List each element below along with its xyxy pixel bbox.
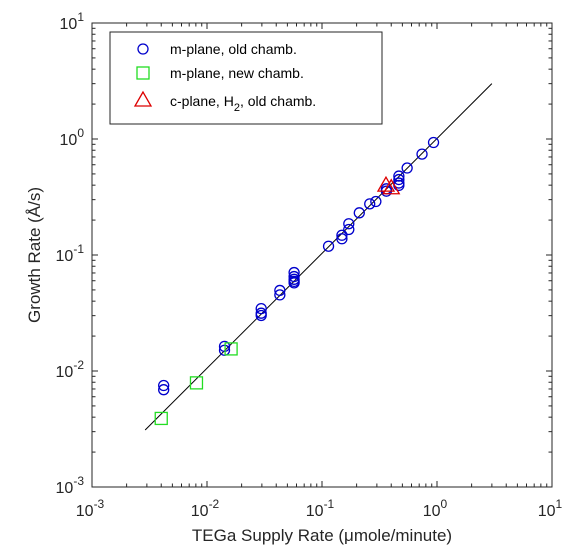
tick-label-base: 10 bbox=[60, 132, 78, 149]
tick-label-exponent: -1 bbox=[73, 242, 84, 256]
data-point-triangle bbox=[376, 175, 396, 192]
data-point-circle bbox=[416, 148, 428, 160]
x-tick-label: 10-2 bbox=[191, 497, 220, 520]
legend-label-subscript: 2 bbox=[234, 102, 240, 114]
y-tick-label: 101 bbox=[60, 10, 85, 33]
data-point-circle bbox=[353, 207, 365, 219]
y-tick-label: 10-2 bbox=[56, 358, 85, 381]
data-point-circle bbox=[322, 240, 335, 252]
x-axis-label: TEGa Supply Rate (μmole/minute) bbox=[192, 526, 452, 545]
data-point-circle bbox=[336, 229, 348, 241]
legend-label: c-plane, H2, old chamb. bbox=[170, 93, 316, 114]
tick-label-exponent: 0 bbox=[441, 497, 448, 511]
tick-label-base: 10 bbox=[60, 16, 78, 33]
tick-label-base: 10 bbox=[191, 503, 209, 520]
x-tick-label: 100 bbox=[423, 497, 448, 520]
data-point-circle bbox=[158, 379, 170, 392]
data-point-circle bbox=[343, 218, 355, 230]
tick-label-exponent: 0 bbox=[77, 126, 84, 140]
data-point-circle bbox=[427, 136, 440, 149]
y-tick-label: 100 bbox=[60, 126, 85, 149]
y-tick-label: 10-3 bbox=[56, 474, 85, 497]
tick-label-base: 10 bbox=[56, 248, 74, 265]
legend-entry-c-plane: c-plane, H2, old chamb. bbox=[133, 90, 316, 114]
tick-label-exponent: -2 bbox=[209, 497, 220, 511]
data-point-square bbox=[154, 411, 168, 426]
data-marks bbox=[154, 136, 440, 426]
tick-label-base: 10 bbox=[423, 503, 441, 520]
data-point-circle bbox=[274, 289, 286, 301]
tick-marks bbox=[91, 22, 553, 488]
tick-label-base: 10 bbox=[306, 503, 324, 520]
tick-label-exponent: 1 bbox=[77, 10, 84, 24]
tick-label-base: 10 bbox=[538, 503, 556, 520]
fit-line bbox=[144, 83, 493, 431]
fit-line-layer bbox=[144, 83, 493, 431]
data-point-circle bbox=[370, 195, 382, 208]
y-tick-label: 10-1 bbox=[56, 242, 85, 265]
legend-label-part: c-plane, H bbox=[170, 93, 234, 109]
legend-entry-m-plane-old: m-plane, old chamb. bbox=[137, 41, 297, 57]
data-point-square bbox=[189, 376, 204, 390]
y-axis-label: Growth Rate (Å/s) bbox=[25, 187, 44, 323]
tick-label-base: 10 bbox=[56, 364, 74, 381]
data-point-circle bbox=[288, 277, 300, 289]
data-point-circle bbox=[255, 309, 267, 322]
data-point-triangle bbox=[382, 178, 401, 195]
data-point-circle bbox=[364, 198, 376, 210]
data-point-circle bbox=[393, 170, 405, 182]
legend-entry-m-plane-new: m-plane, new chamb. bbox=[136, 65, 304, 81]
data-point-circle bbox=[158, 384, 170, 396]
data-point-square bbox=[224, 342, 238, 356]
data-point-circle bbox=[274, 284, 286, 297]
tick-label-base: 10 bbox=[76, 503, 94, 520]
legend-marker-circle bbox=[137, 43, 149, 55]
data-point-circle bbox=[343, 223, 355, 236]
data-point-circle bbox=[255, 302, 267, 315]
data-point-circle bbox=[401, 162, 413, 174]
legend-marker-triangle bbox=[133, 90, 153, 107]
data-point-circle bbox=[393, 173, 405, 186]
tick-label-exponent: -3 bbox=[73, 474, 84, 488]
legend-label-part: , old chamb. bbox=[240, 93, 316, 109]
tick-label-exponent: -3 bbox=[94, 497, 105, 511]
x-tick-label: 10-3 bbox=[76, 497, 105, 520]
legend-box bbox=[109, 31, 383, 125]
tick-label-exponent: -1 bbox=[324, 497, 335, 511]
data-point-circle bbox=[288, 270, 300, 283]
legend-marker-square bbox=[136, 66, 150, 80]
tick-label-exponent: -2 bbox=[73, 358, 84, 372]
x-tick-label: 101 bbox=[538, 497, 563, 520]
x-tick-label: 10-1 bbox=[306, 497, 335, 520]
legend-label: m-plane, new chamb. bbox=[170, 65, 304, 81]
plot-frame bbox=[91, 22, 553, 488]
legend-label: m-plane, old chamb. bbox=[170, 41, 297, 57]
tick-label-base: 10 bbox=[56, 480, 74, 497]
data-point-circle bbox=[336, 233, 348, 245]
tick-label-exponent: 1 bbox=[556, 497, 563, 511]
legend: m-plane, old chamb. m-plane, new chamb. … bbox=[109, 31, 383, 125]
